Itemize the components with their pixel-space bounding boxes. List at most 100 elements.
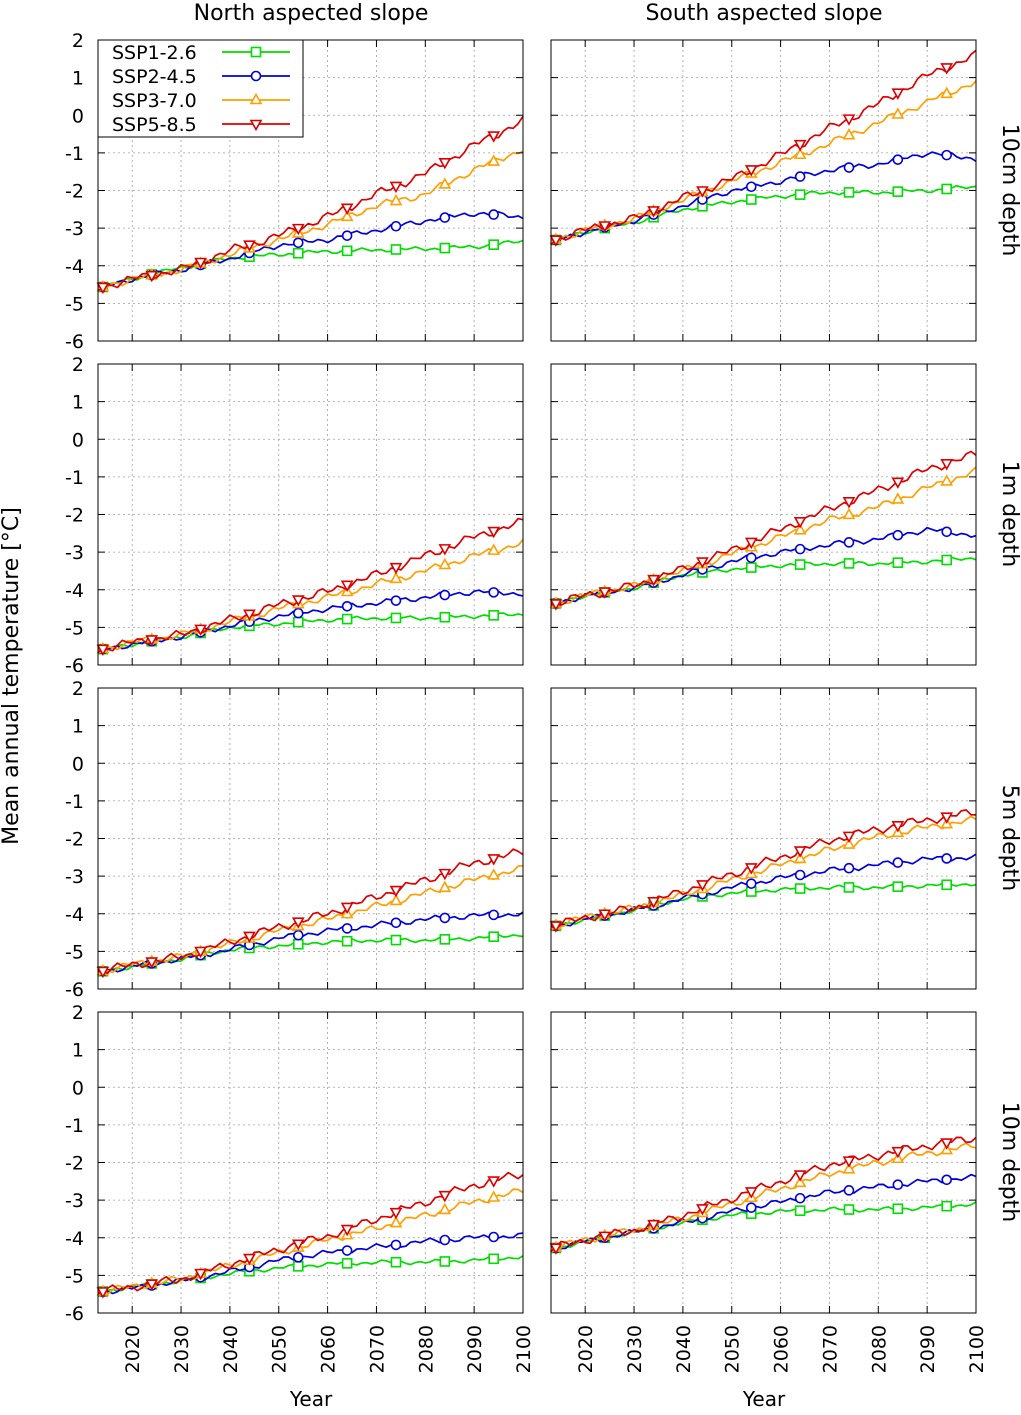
data-point-SSP2-4.5 [843, 1185, 855, 1196]
y-tick-label: 0 [72, 105, 84, 127]
y-tick-label: -6 [65, 655, 84, 677]
data-point-SSP1-2.6 [794, 189, 806, 200]
y-tick-label: -4 [65, 580, 84, 602]
data-point-SSP1-2.6 [794, 883, 806, 894]
legend-label: SSP2-4.5 [112, 66, 197, 88]
data-point-SSP5-8.5 [194, 946, 207, 959]
data-point-SSP5-8.5 [647, 1219, 660, 1232]
data-point-SSP5-8.5 [891, 821, 905, 833]
data-point-SSP1-2.6 [488, 931, 499, 943]
data-point-SSP1-2.6 [794, 1205, 806, 1216]
data-point-SSP1-2.6 [892, 186, 904, 197]
x-tick-label: 2060 [771, 1325, 793, 1373]
series-line-SSP1-2.6 [97, 1255, 524, 1294]
y-tick-label: -4 [65, 904, 84, 926]
data-point-SSP5-8.5 [647, 206, 660, 218]
data-point-SSP5-8.5 [744, 165, 758, 177]
data-point-SSP3-7.0 [793, 147, 807, 160]
data-point-SSP5-8.5 [487, 526, 501, 539]
x-tick-label: 2100 [966, 1325, 988, 1373]
series-line-SSP3-7.0 [550, 466, 977, 608]
data-point-SSP2-4.5 [892, 154, 904, 165]
series-line-SSP1-2.6 [97, 239, 524, 292]
data-point-SSP5-8.5 [194, 1268, 207, 1281]
data-point-SSP2-4.5 [843, 862, 855, 874]
y-tick-label: 0 [72, 753, 84, 775]
data-point-SSP5-8.5 [243, 240, 256, 252]
data-point-SSP3-7.0 [793, 523, 807, 535]
y-tick-label: -2 [65, 505, 84, 527]
data-point-SSP2-4.5 [292, 1252, 304, 1263]
data-point-SSP1-2.6 [390, 1256, 402, 1268]
y-tick-label: 2 [72, 354, 84, 376]
data-point-SSP2-4.5 [341, 1245, 353, 1256]
data-point-SSP2-4.5 [439, 1234, 451, 1246]
data-point-SSP1-2.6 [292, 1261, 304, 1272]
data-point-SSP5-8.5 [793, 516, 807, 529]
x-tick-label: 2090 [917, 1325, 939, 1373]
data-point-SSP5-8.5 [194, 257, 207, 270]
series-line-SSP5-8.5 [550, 450, 977, 607]
data-point-SSP5-8.5 [96, 282, 110, 295]
data-point-SSP1-2.6 [843, 187, 855, 198]
data-point-SSP1-2.6 [341, 613, 353, 625]
data-point-SSP5-8.5 [243, 1253, 256, 1266]
data-point-SSP1-2.6 [439, 1256, 451, 1267]
data-point-SSP5-8.5 [744, 1187, 758, 1199]
data-point-SSP1-2.6 [488, 239, 499, 250]
data-point-SSP3-7.0 [891, 492, 905, 504]
data-point-SSP3-7.0 [340, 209, 354, 222]
data-point-SSP3-7.0 [438, 557, 452, 570]
y-tick-label: 2 [72, 30, 84, 52]
data-point-SSP5-8.5 [744, 863, 758, 875]
y-tick-label: -5 [65, 617, 84, 639]
data-point-SSP5-8.5 [598, 587, 612, 599]
series-line-SSP5-8.5 [97, 517, 524, 654]
y-tick-label: -2 [65, 1153, 84, 1175]
data-point-SSP5-8.5 [647, 897, 660, 909]
row-title-1m: 1m depth [997, 461, 1021, 567]
data-point-SSP2-4.5 [941, 1174, 952, 1186]
data-point-SSP2-4.5 [292, 607, 304, 619]
data-point-SSP2-4.5 [745, 1202, 757, 1213]
data-point-SSP5-8.5 [549, 921, 563, 933]
data-point-SSP2-4.5 [390, 595, 402, 606]
data-point-SSP2-4.5 [892, 1179, 904, 1190]
data-point-SSP2-4.5 [745, 181, 757, 193]
data-point-SSP5-8.5 [340, 203, 354, 215]
data-point-SSP1-2.6 [843, 882, 855, 893]
y-tick-label: 0 [72, 429, 84, 451]
y-tick-label: -6 [65, 1303, 84, 1325]
data-point-SSP2-4.5 [892, 529, 904, 541]
data-point-SSP3-7.0 [842, 128, 856, 140]
data-point-SSP5-8.5 [696, 880, 709, 892]
data-point-SSP3-7.0 [487, 543, 501, 555]
data-point-SSP3-7.0 [438, 177, 452, 189]
data-point-SSP2-4.5 [341, 230, 353, 241]
data-point-SSP5-8.5 [842, 831, 856, 844]
data-point-SSP5-8.5 [145, 270, 159, 283]
data-point-SSP5-8.5 [145, 1279, 159, 1291]
series-line-SSP5-8.5 [97, 848, 524, 974]
data-point-SSP5-8.5 [940, 63, 954, 75]
data-point-SSP5-8.5 [389, 885, 403, 898]
data-point-SSP5-8.5 [598, 221, 612, 233]
data-point-SSP3-7.0 [389, 1215, 403, 1228]
x-tick-label: 2040 [673, 1325, 695, 1373]
data-point-SSP3-7.0 [438, 1202, 452, 1215]
y-tick-label: -1 [65, 143, 84, 165]
data-point-SSP5-8.5 [487, 131, 501, 143]
y-tick-label: -5 [65, 941, 84, 963]
data-point-SSP1-2.6 [292, 616, 304, 628]
data-point-SSP1-2.6 [794, 559, 806, 570]
series-line-SSP2-4.5 [550, 853, 977, 929]
data-point-SSP5-8.5 [96, 1287, 110, 1299]
y-tick-label: 2 [72, 1002, 84, 1024]
data-point-SSP1-2.6 [745, 194, 757, 205]
data-point-SSP5-8.5 [940, 812, 954, 824]
series-line-SSP3-7.0 [97, 864, 524, 976]
data-point-SSP5-8.5 [842, 1156, 856, 1168]
data-point-SSP1-2.6 [439, 242, 451, 254]
y-tick-label: -2 [65, 181, 84, 203]
